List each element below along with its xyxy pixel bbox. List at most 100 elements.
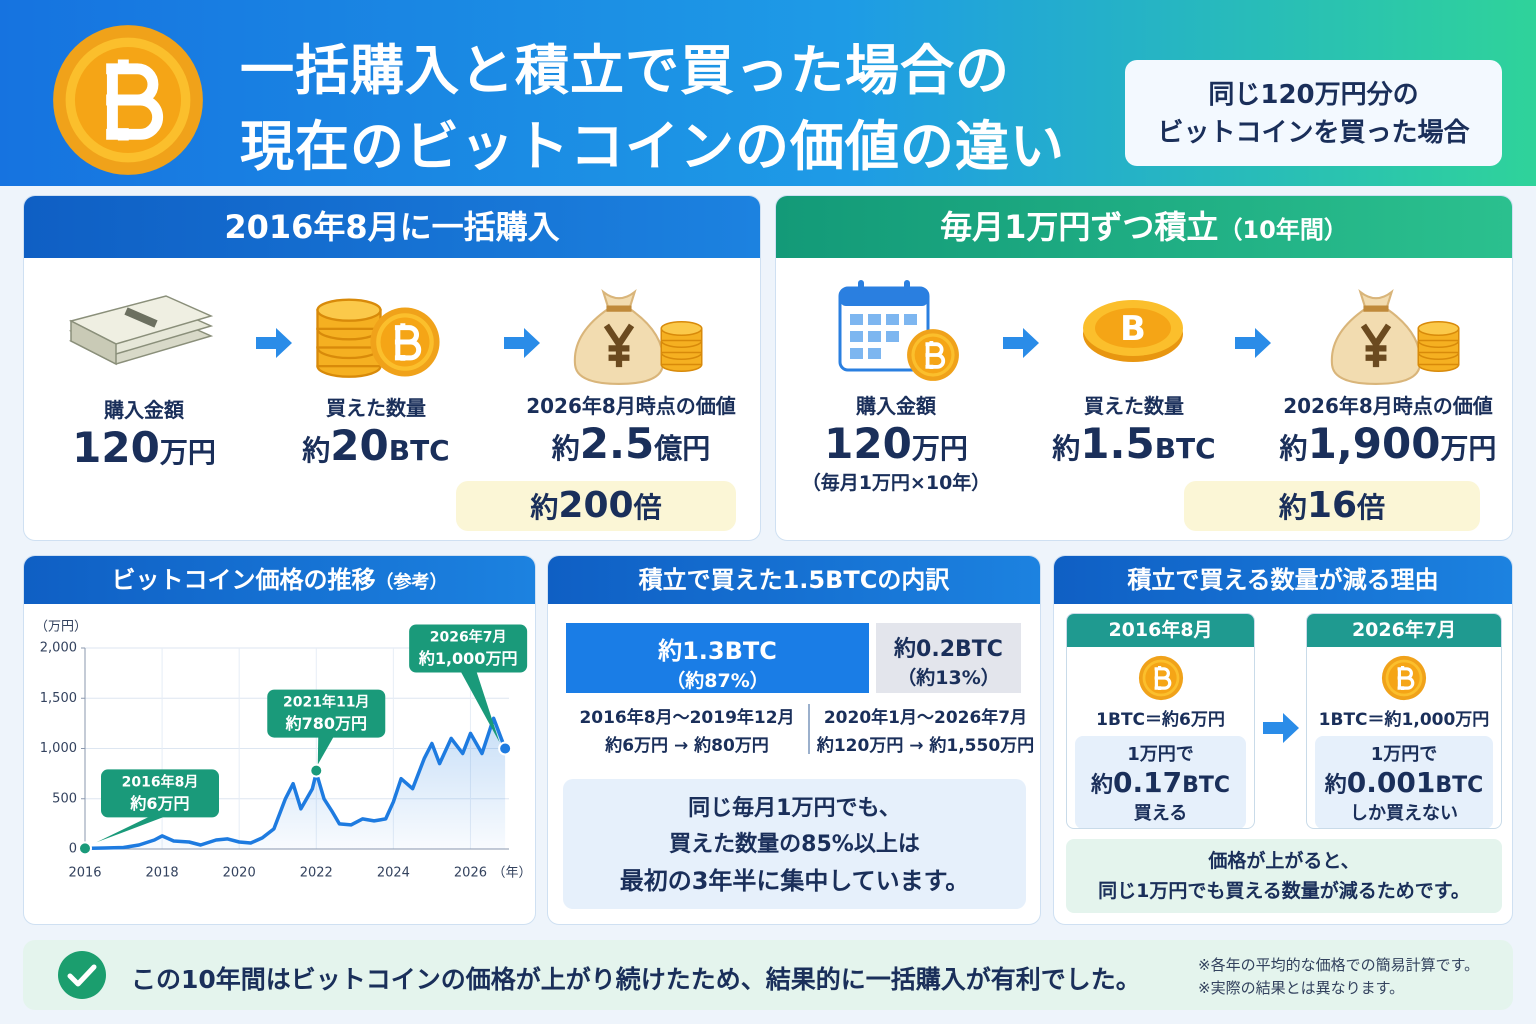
arrow [1235,328,1271,358]
panel-heading: 積立で買える数量が減る理由 [1054,556,1512,604]
annotation-point [78,841,92,856]
card-line: 1万円で [1127,744,1194,765]
unit: 万円 [911,432,968,465]
decoration [660,320,703,373]
card-amount: 1万円で 約0.17BTC 買える [1075,736,1246,828]
decoration [1137,655,1184,701]
card-date: 2026年7月 [1307,614,1501,647]
unit: 万円 [1440,432,1497,465]
unit: 万円 [159,436,216,469]
note-line: 同じ1万円でも買える数量が減るためです。 [1098,880,1470,902]
segment-detail: 2020年1月～2026年7月 約120万円 → 約1,550万円 [813,704,1038,760]
footnote: ※各年の平均的な価格での簡易計算です。 [1198,956,1480,974]
note-line: 最初の3年半に集中しています。 [619,867,970,895]
footer: この10年間はビットコインの価格が上がり続けたため、結果的に一括購入が有利でした… [23,940,1513,1010]
card-rate: 1BTC＝約6万円 [1096,710,1225,730]
x-tick-label: 2022 [300,866,333,881]
line-chart: （万円） （年） 0 500 1,000 1,500 2,000 2016 2018 2020 20… [35,620,532,881]
card-date: 2016年8月 [1067,614,1254,647]
coin-icon [50,22,206,178]
cash-icon [68,295,214,366]
segment-share: （約13%） [897,667,1000,689]
number: 120 [72,423,160,472]
decoration [868,314,881,325]
card-line: 買える [1133,803,1188,824]
decoration [67,964,97,987]
decoration [504,328,540,358]
y-tick-label: 2,000 [40,641,77,656]
y-unit: （万円） [35,620,87,635]
coin-icon [1137,655,1184,701]
card-value: 約0.17BTC [1075,766,1246,799]
callout [267,689,386,738]
number: 0.001 [1346,766,1436,799]
decoration [904,280,910,296]
decoration [850,314,863,325]
chart-title-note: （参考） [375,572,448,593]
item-label: 買えた数量 [326,396,426,420]
item-label: 買えた数量 [1084,394,1184,418]
unit: BTC [1154,432,1216,465]
item-label: 購入金額 [856,394,936,418]
title-line: 一括購入と積立で買った場合の [240,39,1010,102]
arrow [256,328,292,358]
card-line: 1万円で [1370,744,1438,765]
coin-icon [1381,655,1427,701]
calendar-icon [838,280,960,382]
arrow [1263,713,1299,743]
decoration [1003,328,1039,358]
decoration [850,348,863,359]
prefix: 約 [1324,773,1347,798]
arrow [504,328,540,358]
decoration [58,951,106,999]
item-label: 2026年8月時点の価値 [526,394,736,418]
decoration [124,307,158,328]
panel-heading: 毎月1万円ずつ積立（10年間） [776,196,1512,258]
callout-pointer [460,670,500,743]
badge-line: 同じ120万円分の [1208,80,1419,110]
prefix: 約 [1278,491,1307,524]
callout-pointer [96,815,168,843]
badge-line: ビットコインを買った場合 [1157,118,1470,148]
segment-label: 約1.3BTC [658,637,777,665]
footnote: ※実際の結果とは異なります。 [1198,979,1405,997]
price-area [85,718,506,849]
decoration [868,348,881,359]
badge: 同じ120万円分のビットコインを買った場合 [1125,60,1502,166]
decoration [858,280,864,296]
segment: 約1.3BTC （約87%） [566,623,869,693]
decoration [70,319,117,366]
coins-icon [316,298,444,386]
footnotes: ※各年の平均的な価格での簡易計算です。 ※実際の結果とは異なります。 [1198,954,1479,1000]
check-icon [58,951,106,999]
item: 購入金額 120万円 [24,394,264,472]
item-label: 購入金額 [104,398,184,422]
item: 買えた数量 約20BTC [256,392,496,470]
coin-icon: B [1083,300,1183,362]
decoration [53,25,203,175]
item: 買えた数量 約1.5BTC [1014,390,1254,468]
decoration [1332,292,1420,384]
decoration [1235,328,1271,358]
decoration [1095,308,1171,348]
multiplier: 約200倍 [456,481,736,531]
item: 2026年8月時点の価値 約1,900万円 [1268,390,1508,468]
x-tick-label: 2020 [223,866,256,881]
decoration [850,314,917,359]
heading-note: （10年間） [1218,216,1348,244]
number: 200 [558,485,634,526]
prefix: 約 [1052,432,1081,465]
item-note: （毎月1万円×10年） [801,472,991,494]
reason-panel: 積立で買える数量が減る理由 2016年8月 1BTC＝約6万円 1万円で 約0.1… [1053,555,1513,925]
decoration [256,328,292,358]
prefix: 約 [1279,432,1308,465]
callout-text: 2016年8月 [122,773,199,790]
bag-icon [564,266,703,386]
annotation-point [309,763,324,778]
heading: 毎月1万円ずつ積立 [940,208,1219,246]
dca-panel: 毎月1万円ずつ積立（10年間） B 購入金額 120万円 （毎月1万円×10年） 買… [775,195,1513,541]
segment-detail: 2016年8月～2019年12月 約6万円 → 約80万円 [566,704,808,760]
panel-heading: 2016年8月に一括購入 [24,196,760,258]
segment-label: 約0.2BTC [894,637,1003,662]
item-value: 120万円 [776,419,1016,468]
